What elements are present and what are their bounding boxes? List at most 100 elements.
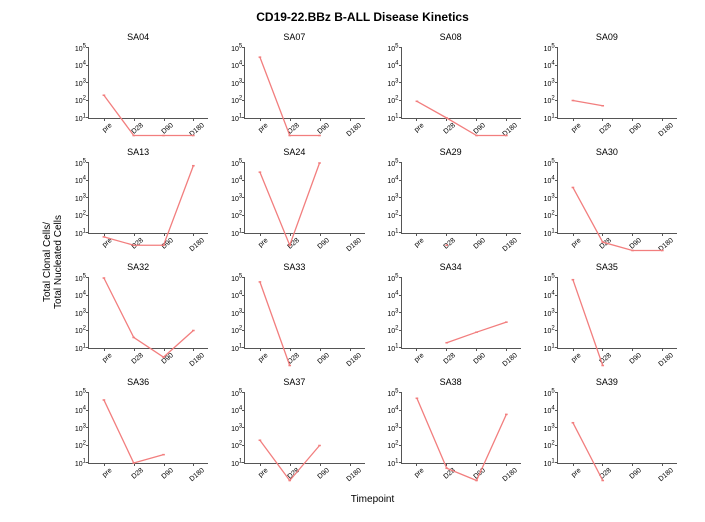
x-tick-mark bbox=[193, 463, 194, 466]
y-tick-label: 103 bbox=[387, 193, 398, 202]
y-tick-label: 102 bbox=[75, 211, 86, 220]
x-tick-label: D28 bbox=[443, 467, 457, 481]
y-tick-label: 102 bbox=[387, 326, 398, 335]
series-line bbox=[260, 57, 320, 135]
y-tick-label: 102 bbox=[387, 211, 398, 220]
y-tick-label: 103 bbox=[544, 193, 555, 202]
data-point bbox=[475, 480, 478, 482]
x-tick-label: D28 bbox=[443, 352, 457, 366]
x-tick-mark bbox=[320, 233, 321, 236]
series-svg bbox=[558, 278, 677, 348]
x-tick-mark bbox=[506, 118, 507, 121]
x-tick-label: pre bbox=[257, 467, 269, 479]
plot-area: 101102103104105preD28D90D180 bbox=[88, 278, 208, 349]
x-tick-mark bbox=[164, 233, 165, 236]
series-svg bbox=[89, 48, 208, 118]
data-point bbox=[103, 94, 106, 96]
series-svg bbox=[245, 393, 364, 463]
x-tick-label: D90 bbox=[629, 237, 643, 251]
y-tick-label: 102 bbox=[231, 211, 242, 220]
series-svg bbox=[402, 48, 521, 118]
series-line bbox=[104, 278, 193, 357]
y-tick-label: 101 bbox=[544, 228, 555, 237]
data-point bbox=[259, 56, 262, 58]
x-tick-mark bbox=[164, 118, 165, 121]
y-tick-label: 105 bbox=[544, 43, 555, 52]
facet-panel: SA30101102103104105preD28D90D180 bbox=[529, 147, 685, 262]
x-tick-mark bbox=[260, 233, 261, 236]
plot-area: 101102103104105preD28D90D180 bbox=[557, 163, 677, 234]
facet-panel: SA35101102103104105preD28D90D180 bbox=[529, 262, 685, 377]
x-tick-label: D180 bbox=[501, 237, 518, 253]
x-tick-mark bbox=[104, 233, 105, 236]
data-point bbox=[289, 480, 292, 482]
y-tick-label: 102 bbox=[544, 441, 555, 450]
x-tick-label: D90 bbox=[473, 352, 487, 366]
y-tick-label: 103 bbox=[231, 193, 242, 202]
plot-area: 101102103104105preD28D90D180 bbox=[401, 278, 521, 349]
panel-title: SA07 bbox=[216, 32, 372, 42]
x-tick-label: pre bbox=[414, 122, 426, 134]
y-tick-label: 105 bbox=[231, 273, 242, 282]
x-tick-mark bbox=[573, 463, 574, 466]
y-tick-label: 105 bbox=[75, 388, 86, 397]
data-point bbox=[162, 454, 165, 456]
facet-grid: SA04101102103104105preD28D90D180SA071011… bbox=[60, 32, 685, 492]
y-tick-label: 104 bbox=[387, 406, 398, 415]
y-tick-label: 104 bbox=[387, 291, 398, 300]
y-tick-label: 105 bbox=[387, 388, 398, 397]
x-tick-mark bbox=[573, 118, 574, 121]
series-svg bbox=[245, 48, 364, 118]
data-point bbox=[601, 480, 604, 482]
plot-area: 101102103104105preD28D90D180 bbox=[244, 48, 364, 119]
x-tick-mark bbox=[290, 233, 291, 236]
x-tick-label: D90 bbox=[316, 237, 330, 251]
y-tick-label: 101 bbox=[544, 113, 555, 122]
x-tick-mark bbox=[602, 348, 603, 351]
y-tick-label: 101 bbox=[75, 458, 86, 467]
x-tick-mark bbox=[164, 463, 165, 466]
y-tick-label: 104 bbox=[231, 291, 242, 300]
data-point bbox=[631, 250, 634, 252]
x-tick-mark bbox=[320, 463, 321, 466]
facet-panel: SA34101102103104105preD28D90D180 bbox=[373, 262, 529, 377]
facet-panel: SA37101102103104105preD28D90D180 bbox=[216, 377, 372, 492]
x-tick-mark bbox=[193, 348, 194, 351]
y-tick-label: 103 bbox=[387, 78, 398, 87]
x-tick-mark bbox=[416, 118, 417, 121]
x-tick-mark bbox=[164, 348, 165, 351]
x-tick-label: D90 bbox=[316, 352, 330, 366]
y-tick-label: 101 bbox=[231, 228, 242, 237]
y-tick-label: 104 bbox=[544, 406, 555, 415]
y-axis-label-line1: Total Clonal Cells/ bbox=[42, 222, 53, 302]
y-tick-label: 101 bbox=[75, 343, 86, 352]
x-tick-label: D90 bbox=[473, 467, 487, 481]
x-tick-mark bbox=[662, 233, 663, 236]
x-tick-mark bbox=[446, 463, 447, 466]
series-line bbox=[260, 163, 320, 245]
panel-title: SA13 bbox=[60, 147, 216, 157]
data-point bbox=[103, 399, 106, 401]
x-tick-label: D90 bbox=[316, 467, 330, 481]
series-svg bbox=[89, 163, 208, 233]
data-point bbox=[132, 462, 135, 464]
x-tick-mark bbox=[476, 118, 477, 121]
data-point bbox=[289, 244, 292, 246]
x-tick-label: D28 bbox=[130, 352, 144, 366]
plot-area: 101102103104105preD28D90D180 bbox=[244, 393, 364, 464]
x-tick-label: D90 bbox=[629, 352, 643, 366]
x-tick-label: D180 bbox=[501, 352, 518, 368]
data-point bbox=[289, 135, 292, 137]
y-tick-label: 104 bbox=[544, 176, 555, 185]
y-tick-label: 101 bbox=[387, 228, 398, 237]
x-tick-mark bbox=[416, 233, 417, 236]
series-svg bbox=[245, 163, 364, 233]
x-tick-label: pre bbox=[257, 237, 269, 249]
y-tick-label: 101 bbox=[387, 113, 398, 122]
x-tick-mark bbox=[632, 233, 633, 236]
chart-main-title: CD19-22.BBz B-ALL Disease Kinetics bbox=[40, 10, 685, 24]
data-point bbox=[475, 135, 478, 137]
y-tick-label: 102 bbox=[75, 441, 86, 450]
y-tick-label: 105 bbox=[75, 273, 86, 282]
data-point bbox=[132, 244, 135, 246]
